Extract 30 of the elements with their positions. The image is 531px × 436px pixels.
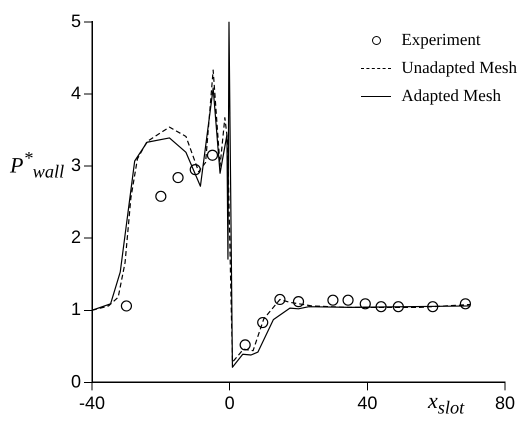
point [172, 172, 184, 184]
point [292, 296, 304, 308]
point [460, 298, 472, 310]
y-tick-label: 3 [70, 155, 82, 176]
x-tick-label: 80 [494, 393, 516, 414]
x-tick-label: 0 [224, 393, 235, 414]
y-tick-label: 5 [70, 10, 82, 31]
point [240, 339, 251, 350]
legend-label: Adapted Mesh [401, 86, 501, 106]
point [190, 164, 201, 176]
y-tick-label: 2 [70, 227, 82, 248]
point [392, 301, 404, 312]
point [360, 298, 371, 310]
x-tick-label: -40 [79, 393, 106, 414]
point [274, 294, 286, 306]
legend-label: Experiment [401, 30, 481, 50]
point [327, 294, 339, 306]
point [120, 300, 132, 312]
x-axis-title: x$_{slot}$ [428, 388, 464, 418]
legend-label: Unadapted Mesh [401, 58, 517, 78]
point [342, 294, 354, 306]
x-tick-label: 40 [357, 393, 378, 414]
point [376, 301, 387, 312]
point [206, 150, 218, 161]
y-tick-label: 0 [70, 371, 82, 392]
y-tick-label: 4 [70, 82, 82, 103]
point [257, 316, 268, 328]
point [427, 301, 438, 312]
point [155, 190, 166, 202]
y-tick-label: 1 [70, 299, 82, 320]
